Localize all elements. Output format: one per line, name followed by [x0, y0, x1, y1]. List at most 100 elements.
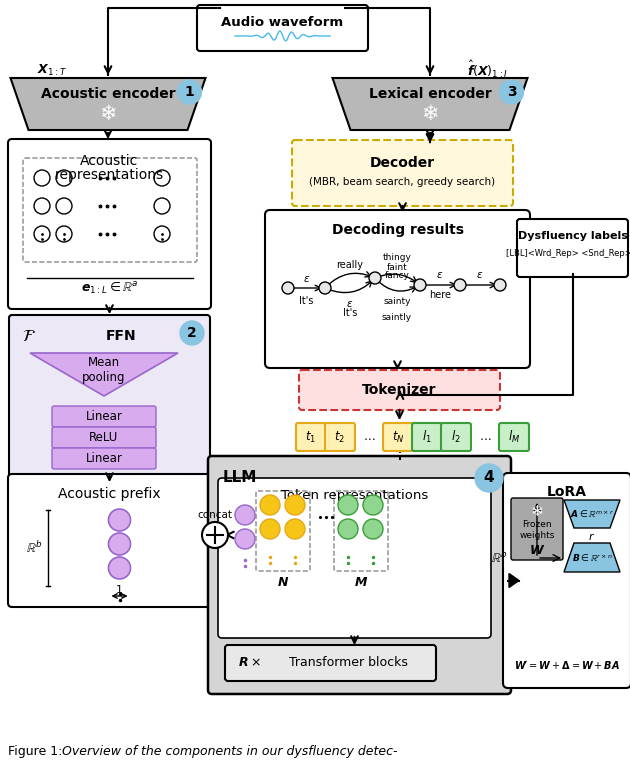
Text: Linear: Linear [86, 452, 122, 465]
Text: FFN: FFN [106, 329, 137, 343]
FancyBboxPatch shape [299, 370, 500, 410]
Text: LoRA: LoRA [547, 485, 587, 499]
Polygon shape [333, 78, 527, 130]
Text: Mean
pooling: Mean pooling [83, 356, 126, 384]
Circle shape [260, 519, 280, 539]
Text: Overview of the components in our dysfluency detec-: Overview of the components in our dysflu… [62, 746, 398, 759]
Circle shape [154, 226, 170, 242]
Text: $\epsilon$: $\epsilon$ [303, 274, 310, 284]
Circle shape [454, 279, 466, 291]
Text: Audio waveform: Audio waveform [221, 15, 343, 28]
Polygon shape [564, 543, 620, 572]
Text: ReLU: ReLU [89, 431, 118, 444]
Circle shape [56, 198, 72, 214]
Text: Tokenizer: Tokenizer [362, 383, 437, 397]
FancyBboxPatch shape [441, 423, 471, 451]
Circle shape [494, 279, 506, 291]
Text: $t_2$: $t_2$ [335, 429, 345, 445]
Text: Decoder: Decoder [370, 156, 435, 170]
Circle shape [154, 170, 170, 186]
Text: $\epsilon$: $\epsilon$ [476, 270, 484, 280]
FancyBboxPatch shape [383, 423, 413, 451]
Text: It's: It's [343, 308, 357, 318]
Circle shape [34, 226, 50, 242]
Text: $t_N$: $t_N$ [392, 429, 404, 445]
FancyBboxPatch shape [8, 474, 211, 607]
Text: $\mathbb{R}^{b}$: $\mathbb{R}^{b}$ [491, 550, 508, 566]
Text: Decoding results: Decoding results [331, 223, 464, 237]
FancyBboxPatch shape [517, 219, 628, 277]
Text: ❄: ❄ [421, 104, 438, 124]
Polygon shape [11, 78, 205, 130]
Text: $\cdots$: $\cdots$ [479, 431, 491, 443]
Circle shape [108, 557, 130, 579]
Text: here: here [429, 290, 451, 300]
FancyBboxPatch shape [225, 645, 436, 681]
Text: Lexical encoder: Lexical encoder [369, 87, 491, 101]
FancyBboxPatch shape [292, 140, 513, 206]
Text: Acoustic prefix: Acoustic prefix [58, 487, 161, 501]
Text: Figure 1:: Figure 1: [8, 746, 66, 759]
Circle shape [260, 495, 280, 515]
Text: Acoustic: Acoustic [81, 154, 139, 168]
FancyBboxPatch shape [208, 456, 511, 694]
Circle shape [180, 321, 204, 345]
Text: It's: It's [299, 296, 314, 306]
Circle shape [178, 80, 202, 104]
Text: faint: faint [387, 263, 408, 273]
Circle shape [319, 282, 331, 294]
FancyBboxPatch shape [197, 5, 368, 51]
FancyBboxPatch shape [511, 498, 563, 560]
Text: Transformer blocks: Transformer blocks [289, 657, 408, 670]
Text: $\mathcal{F}$: $\mathcal{F}$ [22, 327, 36, 345]
FancyBboxPatch shape [265, 210, 530, 368]
Circle shape [108, 509, 130, 531]
Text: concat: concat [197, 510, 232, 520]
FancyBboxPatch shape [8, 139, 211, 309]
Circle shape [285, 495, 305, 515]
Text: Token representations: Token representations [281, 489, 428, 502]
Text: thingy: thingy [382, 253, 411, 263]
Circle shape [475, 464, 503, 492]
Circle shape [235, 529, 255, 549]
Text: [LBL]<Wrd_Rep> <Snd_Rep>...: [LBL]<Wrd_Rep> <Snd_Rep>... [506, 250, 630, 259]
Text: Linear: Linear [86, 410, 122, 423]
Circle shape [414, 279, 426, 291]
Text: sainty: sainty [383, 297, 411, 306]
Circle shape [338, 495, 358, 515]
Text: $r$: $r$ [588, 531, 595, 542]
Circle shape [154, 198, 170, 214]
Text: $\boldsymbol{X}_{1:T}$: $\boldsymbol{X}_{1:T}$ [37, 62, 67, 78]
FancyBboxPatch shape [52, 406, 156, 427]
Text: 2: 2 [187, 326, 197, 340]
Text: ❄: ❄ [530, 505, 543, 519]
Circle shape [202, 522, 228, 548]
FancyBboxPatch shape [503, 473, 630, 688]
Text: $\boldsymbol{e}_{1:L} \in \mathbb{R}^{a}$: $\boldsymbol{e}_{1:L} \in \mathbb{R}^{a}… [81, 280, 139, 296]
Text: $l_2$: $l_2$ [451, 429, 461, 445]
FancyBboxPatch shape [52, 427, 156, 448]
Text: $t_1$: $t_1$ [306, 429, 316, 445]
Circle shape [56, 170, 72, 186]
Text: 3: 3 [507, 85, 517, 99]
FancyBboxPatch shape [499, 423, 529, 451]
Circle shape [363, 495, 383, 515]
FancyBboxPatch shape [412, 423, 442, 451]
Text: 4: 4 [484, 471, 495, 485]
Text: saintly: saintly [382, 313, 412, 323]
Text: $\boldsymbol{B} \in \mathbb{R}^{r \times n}$: $\boldsymbol{B} \in \mathbb{R}^{r \times… [571, 552, 612, 564]
FancyBboxPatch shape [325, 423, 355, 451]
Text: $\hat{\boldsymbol{f}}(\boldsymbol{X})_{1:J}$: $\hat{\boldsymbol{f}}(\boldsymbol{X})_{1… [467, 58, 508, 81]
Circle shape [363, 519, 383, 539]
Text: $l_1$: $l_1$ [422, 429, 432, 445]
Circle shape [34, 170, 50, 186]
FancyBboxPatch shape [218, 478, 491, 638]
Text: $\boldsymbol{A} \in \mathbb{R}^{m \times r}$: $\boldsymbol{A} \in \mathbb{R}^{m \times… [570, 508, 614, 520]
Text: LLM: LLM [223, 471, 257, 485]
Text: representations: representations [55, 168, 164, 182]
Text: $\boldsymbol{W}' = \boldsymbol{W} + \boldsymbol{\Delta} = \boldsymbol{W} + \bold: $\boldsymbol{W}' = \boldsymbol{W} + \bol… [514, 659, 620, 671]
Text: really: really [336, 260, 364, 270]
Text: $\boldsymbol{M}$: $\boldsymbol{M}$ [354, 575, 368, 588]
FancyBboxPatch shape [52, 448, 156, 469]
Circle shape [338, 519, 358, 539]
